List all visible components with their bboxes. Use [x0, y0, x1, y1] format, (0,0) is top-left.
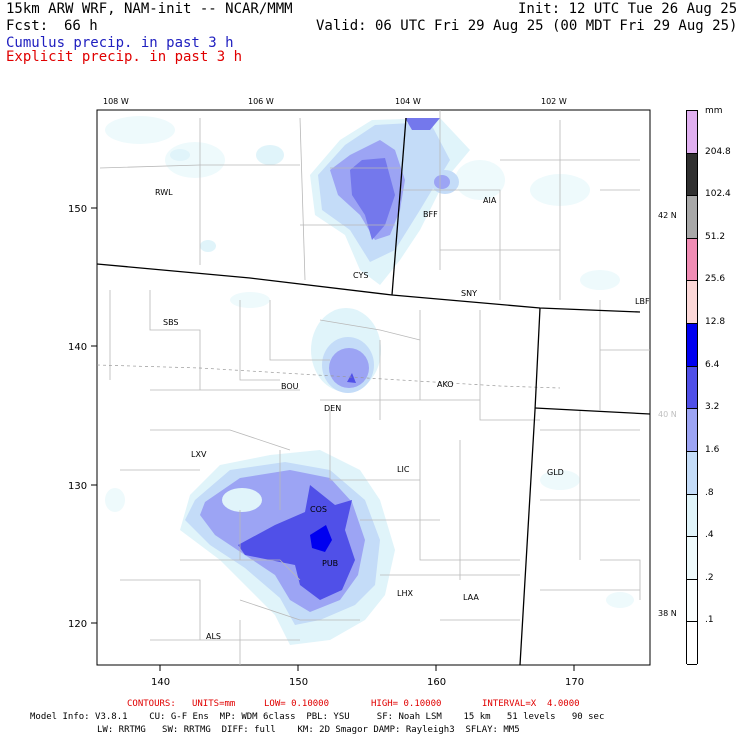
contours-interval: INTERVAL=X 4.0000 — [482, 699, 580, 709]
forecast-hours: 66 h — [64, 18, 98, 34]
station-sny: SNY — [461, 289, 477, 298]
legend-label: .8 — [705, 487, 714, 498]
station-cys: CYS — [353, 271, 368, 280]
legend-swatch — [687, 324, 697, 367]
y-tick-140: 140 — [68, 342, 87, 353]
map-frame — [96, 109, 651, 666]
x-tick-150: 150 — [289, 677, 308, 688]
legend-swatch — [687, 537, 697, 580]
legend-label: 6.4 — [705, 359, 720, 370]
station-lbf: LBF — [635, 297, 650, 306]
lat-label-38n: 38 N — [658, 609, 677, 618]
lat-label-42n: 42 N — [658, 211, 677, 220]
legend-swatch — [687, 579, 697, 623]
station-lic: LIC — [397, 465, 410, 474]
station-bou: BOU — [281, 382, 299, 391]
model-title: 15km ARW WRF, NAM-init -- NCAR/MMM — [6, 1, 293, 17]
station-als: ALS — [206, 632, 221, 641]
contours-units: UNITS=mm — [192, 699, 236, 709]
legend-label: 51.2 — [705, 231, 726, 242]
legend-label: 1.6 — [705, 444, 720, 455]
legend-swatch — [687, 153, 697, 197]
station-den: DEN — [324, 404, 341, 413]
legend-label: 12.8 — [705, 317, 726, 328]
legend-swatch — [687, 622, 697, 665]
color-legend — [686, 110, 698, 665]
station-sbs: SBS — [163, 318, 179, 327]
lon-label-104w: 104 W — [395, 97, 421, 106]
contours-low: LOW= 0.10000 — [264, 699, 330, 709]
explicit-precip-title: Explicit precip. in past 3 h — [6, 49, 243, 65]
contours-high: HIGH= 0.10000 — [371, 699, 442, 709]
station-gld: GLD — [547, 468, 564, 477]
x-tick-160: 160 — [427, 677, 446, 688]
cumulus-precip-title: Cumulus precip. in past 3 h — [6, 35, 234, 51]
legend-label: 3.2 — [705, 402, 720, 413]
station-cos: COS — [310, 505, 327, 514]
station-lhx: LHX — [397, 589, 413, 598]
legend-label: 25.6 — [705, 274, 726, 285]
legend-swatch — [687, 196, 697, 239]
model-info-line2: LW: RRTMG SW: RRTMG DIFF: full KM: 2D Sm… — [97, 725, 520, 735]
station-rwl: RWL — [155, 188, 173, 197]
legend-swatch — [687, 494, 697, 538]
lat-label-40n: 40 N — [658, 410, 677, 419]
station-ako: AKO — [437, 380, 454, 389]
station-aia: AIA — [483, 196, 497, 205]
lon-label-102w: 102 W — [541, 97, 567, 106]
y-tick-150: 150 — [68, 204, 87, 215]
lon-label-108w: 108 W — [103, 97, 129, 106]
legend-label: .2 — [705, 572, 714, 583]
y-tick-120: 120 — [68, 619, 87, 630]
lon-label-106w: 106 W — [248, 97, 274, 106]
legend-swatch — [687, 366, 697, 410]
y-tick-130: 130 — [68, 481, 87, 492]
state-lines — [96, 117, 651, 666]
county-lines — [99, 110, 650, 665]
legend-label: .4 — [705, 530, 714, 541]
legend-label: 102.4 — [705, 189, 731, 200]
legend-swatch — [687, 451, 697, 495]
x-tick-170: 170 — [565, 677, 584, 688]
precip-shading — [105, 116, 634, 645]
station-laa: LAA — [463, 593, 479, 602]
legend-label: .1 — [705, 615, 714, 626]
legend-swatch — [687, 281, 697, 325]
station-labels: RWL BFF AIA CYS SNY LBF SBS BOU AKO DEN … — [155, 188, 650, 641]
station-pub: PUB — [322, 559, 338, 568]
legend-swatch — [687, 409, 697, 452]
model-info-line1: Model Info: V3.8.1 CU: G-F Ens MP: WDM 6… — [30, 712, 605, 722]
station-bff: BFF — [423, 210, 438, 219]
x-tick-140: 140 — [151, 677, 170, 688]
init-time: Init: 12 UTC Tue 26 Aug 25 — [518, 1, 738, 17]
valid-time: Valid: 06 UTC Fri 29 Aug 25 (00 MDT Fri … — [316, 18, 738, 34]
legend-unit: mm — [705, 106, 723, 116]
contours-label: CONTOURS: — [127, 699, 176, 709]
station-lxv: LXV — [191, 450, 207, 459]
legend-swatch — [687, 238, 697, 282]
legend-label: 204.8 — [705, 146, 731, 157]
legend-swatch — [687, 111, 697, 154]
forecast-label: Fcst: — [6, 18, 49, 34]
